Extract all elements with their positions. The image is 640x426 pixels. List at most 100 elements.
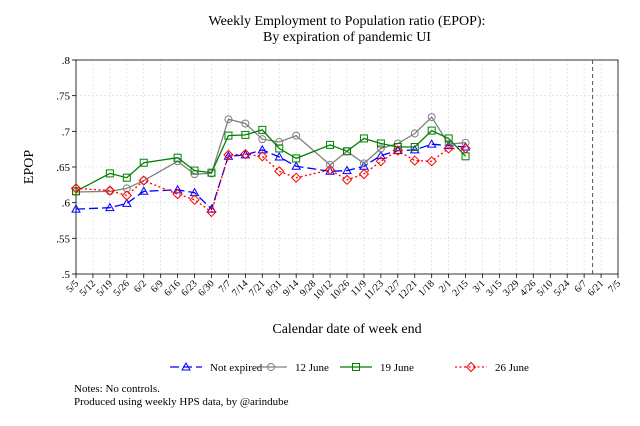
- point-marker: [341, 174, 353, 186]
- point-marker: [392, 145, 404, 156]
- point-marker: [241, 130, 250, 139]
- y-tick-label: .75: [56, 91, 70, 103]
- point-marker: [274, 166, 285, 177]
- y-tick-label: .5: [62, 269, 71, 281]
- x-tick-label: 8/31: [264, 278, 284, 298]
- point-marker: [105, 169, 114, 178]
- x-tick-label: 5/12: [78, 278, 98, 298]
- point-marker: [257, 151, 268, 162]
- x-tick-label: 6/16: [162, 278, 182, 298]
- point-marker: [224, 115, 233, 124]
- point-marker: [290, 172, 302, 183]
- x-tick-label: 3/29: [501, 278, 521, 298]
- x-tick-label: 9/14: [281, 278, 301, 298]
- x-tick-label: 2/15: [450, 278, 470, 298]
- axes: .5.55.6.65.7.75.85/55/125/195/26 6/2 6/96/…: [56, 55, 623, 302]
- y-tick-label: .6: [62, 198, 71, 210]
- x-tick-label: 7/14: [230, 278, 250, 298]
- legend-label: 19 June: [380, 362, 414, 374]
- point-marker: [122, 184, 131, 193]
- point-marker: [359, 159, 368, 168]
- x-tick-label: 6/23: [179, 278, 199, 298]
- y-tick-label: .7: [62, 126, 71, 138]
- series-not-expired: [71, 139, 471, 213]
- point-marker: [409, 155, 420, 166]
- point-marker: [465, 361, 477, 373]
- point-marker: [172, 184, 183, 194]
- x-tick-label: 6/21: [586, 278, 606, 298]
- point-marker: [324, 164, 336, 176]
- point-marker: [240, 148, 251, 160]
- note-line-1: Notes: No controls.: [74, 383, 160, 395]
- series-19-june: [72, 125, 470, 196]
- point-marker: [223, 149, 234, 161]
- point-marker: [139, 158, 148, 167]
- point-marker: [275, 138, 284, 147]
- point-marker: [460, 143, 471, 154]
- point-marker: [443, 143, 454, 154]
- chart-title-line-1: Weekly Employment to Population ratio (E…: [209, 14, 486, 29]
- point-marker: [427, 113, 436, 122]
- y-tick-label: .8: [62, 55, 71, 67]
- point-marker: [173, 153, 182, 162]
- point-marker: [426, 139, 437, 148]
- point-marker: [326, 160, 335, 169]
- point-marker: [121, 190, 133, 201]
- legend-label: Not expired: [210, 362, 263, 374]
- point-marker: [258, 135, 267, 144]
- x-tick-label: 3/15: [484, 278, 504, 298]
- point-marker: [105, 202, 115, 212]
- point-marker: [207, 168, 216, 177]
- point-marker: [275, 144, 284, 153]
- point-marker: [375, 156, 387, 167]
- point-marker: [190, 166, 199, 175]
- point-marker: [342, 165, 352, 175]
- point-marker: [240, 149, 251, 159]
- x-tick-label: 1/18: [416, 278, 436, 298]
- series-12-june: [72, 113, 470, 196]
- x-axis-label: Calendar date of week end: [272, 322, 421, 337]
- point-marker: [291, 161, 302, 170]
- series-line: [75, 147, 466, 213]
- legend-item: 26 June: [455, 361, 529, 374]
- y-tick-label: .55: [56, 233, 70, 245]
- point-marker: [410, 129, 419, 138]
- series-line: [75, 143, 466, 211]
- point-marker: [71, 204, 81, 213]
- legend-item: 19 June: [340, 362, 414, 374]
- chart-title-line-2: By expiration of pandemic UI: [263, 30, 431, 45]
- point-marker: [426, 156, 437, 167]
- point-marker: [292, 154, 301, 163]
- series-layer: [70, 113, 471, 218]
- point-marker: [70, 183, 82, 194]
- point-marker: [410, 143, 419, 152]
- legend: Not expired 12 June 19 June 26 June: [170, 361, 529, 374]
- point-marker: [138, 175, 149, 186]
- point-marker: [326, 140, 335, 149]
- legend-label: 26 June: [495, 362, 529, 374]
- point-marker: [138, 186, 149, 195]
- x-tick-label: 5/24: [552, 278, 572, 298]
- series-26-june: [70, 143, 471, 218]
- x-tick-label: 7/5: [606, 278, 623, 295]
- point-marker: [139, 176, 148, 185]
- x-tick-label: 5/10: [535, 278, 555, 298]
- y-axis-label: EPOP: [22, 150, 37, 184]
- point-marker: [444, 134, 453, 143]
- x-tick-label: 7/21: [247, 278, 267, 298]
- x-tick-label: 6/2: [132, 278, 149, 295]
- point-marker: [206, 206, 217, 218]
- x-tick-label: 4/26: [518, 278, 538, 298]
- legend-item: 12 June: [255, 362, 329, 374]
- point-marker: [427, 126, 436, 135]
- legend-label: 12 June: [295, 362, 329, 374]
- point-marker: [274, 152, 285, 161]
- point-marker: [461, 138, 470, 147]
- point-marker: [409, 144, 420, 154]
- point-marker: [189, 194, 200, 206]
- point-marker: [444, 140, 453, 149]
- point-marker: [181, 361, 191, 371]
- point-marker: [121, 198, 132, 207]
- point-marker: [172, 188, 183, 200]
